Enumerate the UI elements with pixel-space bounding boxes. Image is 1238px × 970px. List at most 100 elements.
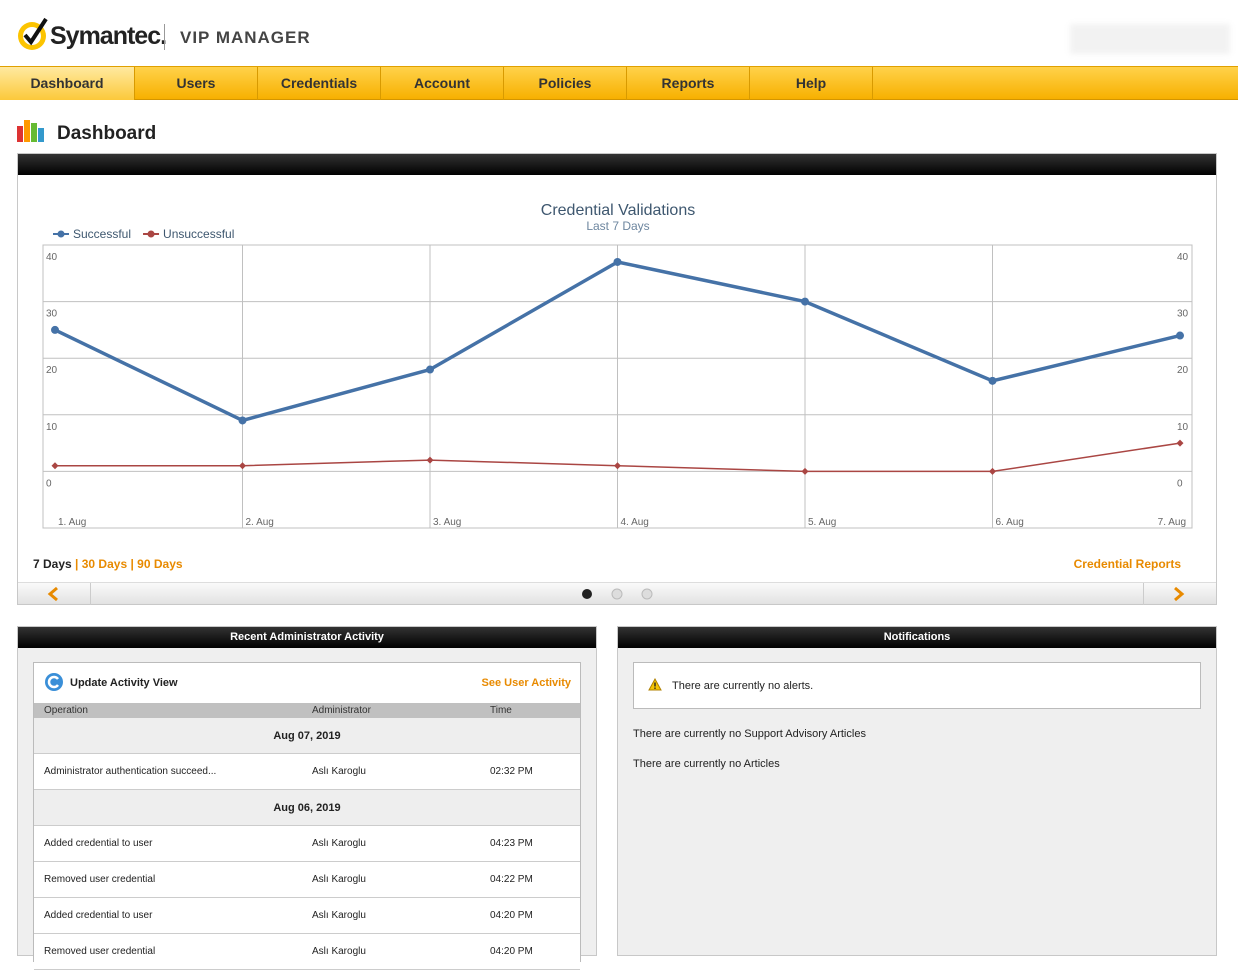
point: [426, 365, 434, 374]
nav-item[interactable]: Dashboard: [0, 67, 135, 100]
point: [51, 325, 59, 334]
user-blur: [1070, 24, 1230, 54]
y2-tick-label: 40: [1177, 252, 1189, 263]
y-tick-label: 20: [46, 365, 58, 376]
col-header: Time: [490, 705, 512, 716]
activity-row: Removed user credential Aslı Karoglu 04:22…: [34, 862, 580, 898]
y-tick-label: 40: [46, 252, 58, 263]
alert-box: There are currently no alerts.: [633, 662, 1201, 709]
cell: 04:20 PM: [490, 910, 533, 921]
carousel: [18, 582, 1216, 605]
cell: Aslı Karoglu: [312, 838, 366, 849]
nav-item[interactable]: Credentials: [258, 67, 381, 100]
logo-icon: [18, 17, 48, 50]
point: [801, 467, 809, 475]
x-tick-label: 4. Aug: [621, 517, 649, 528]
x-tick-label: 5. Aug: [808, 517, 836, 528]
activity-box: Update Activity View See User Activity O…: [33, 662, 581, 970]
page-title: Dashboard: [57, 123, 157, 144]
nav-item[interactable]: Users: [135, 67, 258, 100]
separator: |: [130, 557, 134, 571]
activity-row: Added credential to user Aslı Karoglu 04:2…: [34, 826, 580, 862]
y-tick-label: 30: [46, 309, 58, 320]
chart-title: Credential Validations: [541, 202, 695, 219]
x-tick-label: 2. Aug: [246, 517, 274, 528]
panel-bar: [18, 154, 1216, 175]
refresh-icon[interactable]: [44, 672, 64, 692]
separator: |: [75, 557, 79, 571]
col-header: Administrator: [312, 705, 371, 716]
message: There are currently no Articles: [633, 758, 780, 770]
range-link[interactable]: 30 Days: [81, 557, 128, 571]
cell: Aslı Karoglu: [312, 910, 366, 921]
cell: Aslı Karoglu: [312, 766, 366, 777]
next-arrow[interactable]: [1172, 586, 1186, 602]
cell: Added credential to user: [44, 838, 153, 849]
range-link[interactable]: 90 Days: [137, 557, 183, 571]
point: [988, 376, 997, 385]
point: [238, 416, 247, 425]
y-tick-label: 0: [46, 478, 52, 489]
point: [801, 297, 809, 306]
activity-row: Added credential to user Aslı Karoglu 04:2…: [34, 898, 580, 934]
legend-label[interactable]: Unsuccessful: [163, 227, 234, 241]
notifications-panel: Notifications There are currently no ale…: [617, 626, 1217, 956]
y2-tick-label: 0: [1177, 478, 1183, 489]
x-tick-label: 6. Aug: [996, 517, 1024, 528]
alert-text: There are currently no alerts.: [672, 680, 814, 692]
point: [51, 462, 59, 470]
panel-title: Notifications: [618, 627, 1216, 648]
legend-marker: [147, 230, 155, 238]
legend-marker: [57, 230, 65, 238]
divider: [164, 24, 165, 50]
point: [1176, 439, 1184, 447]
credential-reports[interactable]: Credential Reports: [1073, 557, 1181, 571]
logo: [16, 16, 52, 57]
activity-table: Operation Administrator Time Aug 07, 201…: [34, 703, 580, 970]
y2-tick-label: 30: [1177, 309, 1189, 320]
activity-row: Removed user credential Aslı Karoglu 04:20…: [34, 934, 580, 970]
see-user-link[interactable]: See User Activity: [481, 677, 571, 689]
nav-item[interactable]: Policies: [504, 67, 627, 100]
date-group: Aug 06, 2019: [34, 790, 580, 826]
chart-subtitle: Last 7 Days: [586, 219, 649, 233]
message: There are currently no Support Advisory …: [633, 728, 866, 740]
cell: 04:22 PM: [490, 874, 533, 885]
divider: [90, 583, 91, 605]
table-header: Operation Administrator Time: [34, 703, 580, 718]
point: [426, 456, 434, 464]
nav-item[interactable]: Account: [381, 67, 504, 100]
point: [613, 257, 622, 266]
cell: Removed user credential: [44, 946, 156, 957]
y2-tick-label: 20: [1177, 365, 1189, 376]
cell: Aslı Karoglu: [312, 874, 366, 885]
x-tick-label: 1. Aug: [58, 517, 86, 528]
cell: 04:23 PM: [490, 838, 533, 849]
prev-arrow[interactable]: [46, 586, 60, 602]
x-tick-label: 7. Aug: [1158, 517, 1186, 528]
range-links: 7 Days | 30 Days | 90 Days: [33, 557, 183, 571]
nav-item[interactable]: Reports: [627, 67, 750, 100]
range-link[interactable]: 7 Days: [33, 557, 72, 571]
date-group: Aug 07, 2019: [34, 718, 580, 754]
y-tick-label: 10: [46, 422, 58, 433]
nav-item[interactable]: Help: [750, 67, 873, 100]
product: VIP MANAGER: [180, 28, 311, 47]
cell: Removed user credential: [44, 874, 156, 885]
title-icon: [17, 120, 44, 142]
legend-label[interactable]: Successful: [73, 227, 131, 241]
x-tick-label: 3. Aug: [433, 517, 461, 528]
nav: Dashboard Users Credentials Account Policies…: [0, 66, 1238, 100]
panel-title: Recent Administrator Activity: [18, 627, 596, 648]
activity-row: Administrator authentication succeed... A…: [34, 754, 580, 790]
point: [614, 462, 621, 470]
cell: Aslı Karoglu: [312, 946, 366, 957]
brand: Symantec.: [50, 22, 167, 50]
update-link[interactable]: Update Activity View: [70, 677, 178, 689]
cell: Added credential to user: [44, 910, 153, 921]
y2-tick-label: 10: [1177, 422, 1189, 433]
dots[interactable]: [578, 586, 658, 602]
col-header: Operation: [44, 705, 88, 716]
